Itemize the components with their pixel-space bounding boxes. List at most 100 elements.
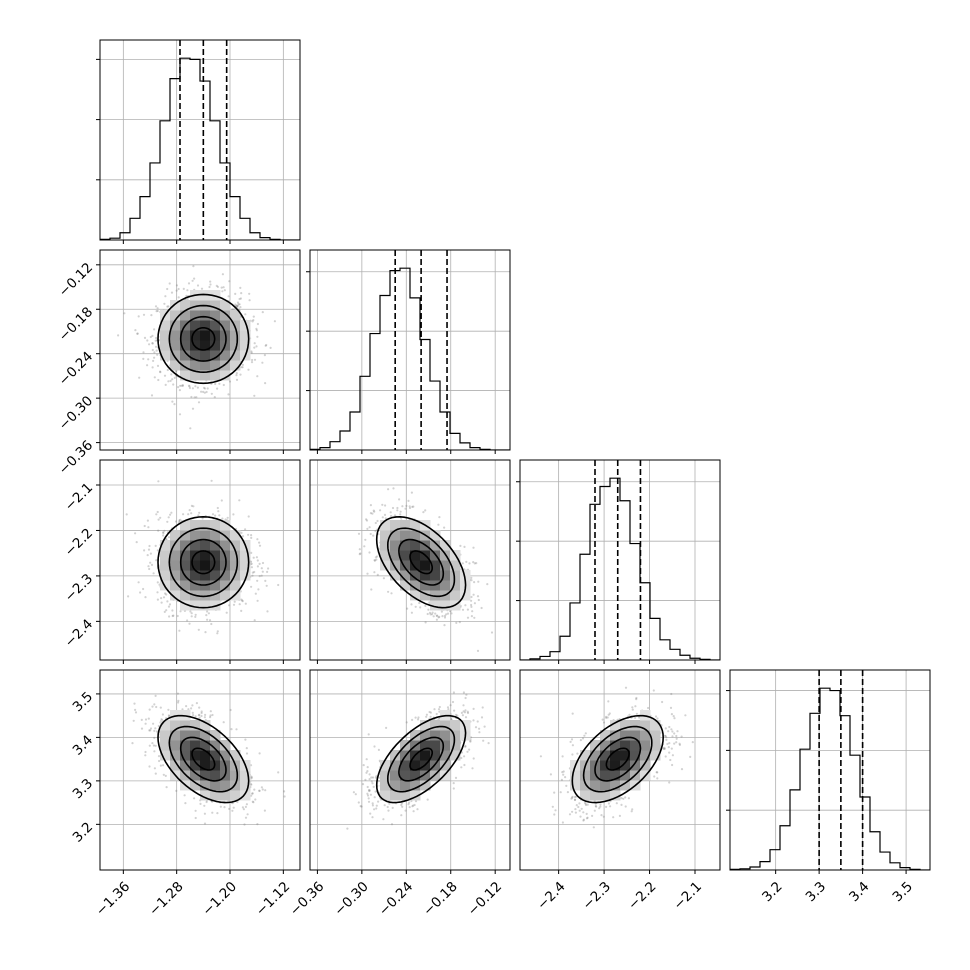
scatter-point: [553, 791, 556, 794]
scatter-point: [470, 579, 473, 582]
scatter-point: [138, 376, 141, 379]
scatter-point: [365, 519, 369, 522]
density-cell: [200, 320, 211, 331]
scatter-point: [435, 614, 438, 618]
scatter-point: [151, 348, 154, 352]
contour-line: [157, 714, 250, 804]
density-cell: [630, 740, 641, 751]
scatter-point: [178, 413, 182, 416]
density-cell: [210, 790, 221, 801]
scatter-point: [575, 804, 578, 807]
panel-content: [539, 686, 694, 829]
scatter-point: [153, 729, 156, 733]
scatter-point: [487, 742, 490, 745]
scatter-point: [195, 702, 198, 705]
density-cell: [410, 770, 421, 781]
density-cell: [230, 340, 241, 351]
scatter-point: [194, 816, 197, 820]
scatter-point: [571, 810, 574, 813]
scatter-point: [363, 545, 366, 548]
scatter-point: [156, 307, 159, 310]
density-cell: [170, 740, 181, 751]
density-cell: [190, 780, 201, 791]
scatter-point: [579, 815, 582, 818]
scatter-point: [258, 575, 261, 578]
y-tick-label: 3.5: [70, 689, 97, 716]
scatter-point: [192, 714, 195, 717]
scatter-point: [384, 504, 387, 507]
density-cell: [160, 570, 171, 581]
scatter-point: [167, 536, 171, 539]
density-cell: [390, 750, 401, 761]
density-cell: [410, 540, 421, 551]
density-cell: [200, 350, 211, 361]
scatter-point: [154, 345, 158, 348]
scatter-point: [216, 506, 219, 510]
scatter-point: [419, 606, 422, 609]
scatter-point: [148, 343, 151, 346]
scatter-point: [251, 358, 254, 362]
scatter-point: [234, 292, 237, 295]
scatter-point: [571, 795, 574, 798]
scatter-point: [447, 708, 450, 711]
scatter-point: [151, 742, 154, 745]
density-cell: [410, 730, 421, 741]
scatter-point: [210, 479, 213, 482]
scatter-point: [155, 705, 158, 709]
panel-frame: [99, 39, 301, 241]
scatter-point: [477, 580, 480, 583]
density-cell: [380, 550, 391, 561]
scatter-point: [464, 745, 467, 748]
scatter-point: [466, 608, 469, 611]
scatter-point: [240, 609, 243, 613]
scatter-point: [434, 612, 437, 615]
scatter-point: [188, 622, 191, 625]
scatter-point: [155, 559, 158, 562]
scatter-point: [250, 777, 253, 780]
scatter-point: [367, 800, 371, 803]
scatter-point: [193, 277, 196, 280]
scatter-point: [473, 602, 476, 605]
scatter-point: [256, 538, 259, 541]
scatter-point: [490, 631, 494, 634]
scatter-point: [411, 718, 414, 722]
histogram-step-line: [730, 687, 930, 870]
density-cell: [200, 540, 211, 551]
scatter-point: [463, 763, 466, 767]
scatter-point: [553, 813, 556, 816]
scatter-point: [148, 729, 151, 732]
density-cell: [160, 580, 171, 591]
scatter-point: [565, 784, 568, 788]
scatter-point: [247, 515, 250, 518]
density-cell: [200, 360, 211, 371]
density-cell: [170, 580, 181, 591]
scatter-point: [461, 562, 464, 565]
scatter-point: [175, 789, 178, 793]
scatter-point: [370, 776, 373, 779]
density-cell: [170, 530, 181, 541]
scatter-point: [172, 383, 175, 386]
scatter-point: [244, 602, 247, 605]
scatter-point: [134, 329, 137, 332]
scatter-point: [254, 592, 257, 595]
scatter-point: [373, 796, 376, 799]
scatter-point: [230, 728, 233, 731]
scatter-point: [248, 292, 251, 295]
scatter-point: [241, 363, 244, 366]
scatter-point: [146, 554, 149, 557]
scatter-point: [463, 755, 466, 758]
scatter-point: [261, 311, 264, 314]
density-cell: [420, 740, 431, 751]
scatter-point: [256, 599, 259, 602]
scatter-point: [204, 713, 207, 717]
scatter-point: [627, 797, 631, 800]
density-cell: [420, 590, 431, 601]
density-cell: [400, 550, 411, 561]
density-cell: [210, 770, 221, 781]
density-cell: [450, 570, 461, 581]
density-cell: [210, 360, 221, 371]
density-cell: [430, 590, 441, 601]
scatter-point: [584, 803, 588, 807]
panel-content: [346, 691, 490, 830]
density-cell: [440, 600, 451, 611]
